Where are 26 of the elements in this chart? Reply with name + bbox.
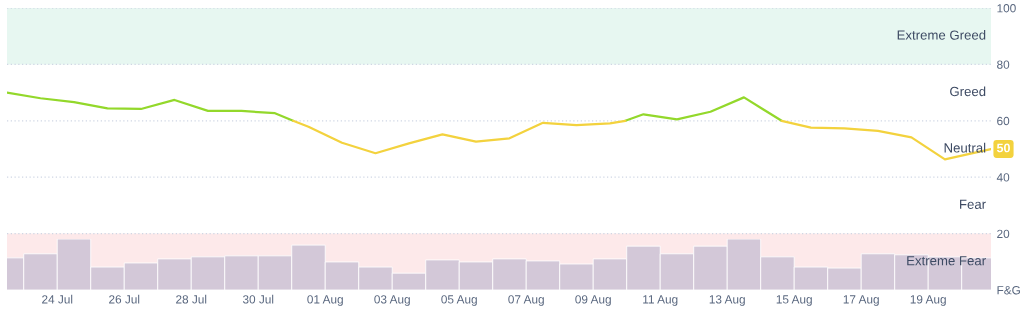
band-label: Extreme Greed [897,30,986,40]
band-label: Extreme Fear [907,256,986,266]
annotation: Fear [960,199,986,209]
data-label: 50 [996,143,1010,153]
x-tick-label: 09 Aug [575,295,611,306]
x-tick-label: 17 Aug [843,295,879,306]
y-tick-label: 100 [997,4,1016,13]
x-tick-label: 01 Aug [307,295,343,306]
annotation: Greed [950,86,986,97]
x-tick-label: 19 Aug [910,295,946,306]
annotation: Neutral [944,142,986,153]
y-tick-label: F&G [997,286,1020,295]
y-tick-label: 20 [997,229,1010,238]
x-tick-label: 15 Aug [776,295,812,306]
y-tick-label: 40 [996,173,1010,182]
x-tick-label: 11 Aug [643,295,678,306]
y-tick-label: 80 [997,60,1010,69]
x-tick-label: 05 Aug [441,295,477,306]
x-tick-label: 26 Jul [109,294,140,304]
x-tick-label: 13 Aug [709,295,745,306]
x-tick-label: 03 Aug [374,295,410,306]
y-tick-label: 60 [997,116,1010,126]
x-tick-label: 24 Jul [42,294,73,304]
x-tick-label: 30 Jul [242,294,274,304]
x-tick-label: 07 Aug [508,295,544,306]
x-tick-label: 28 Jul [176,294,207,304]
